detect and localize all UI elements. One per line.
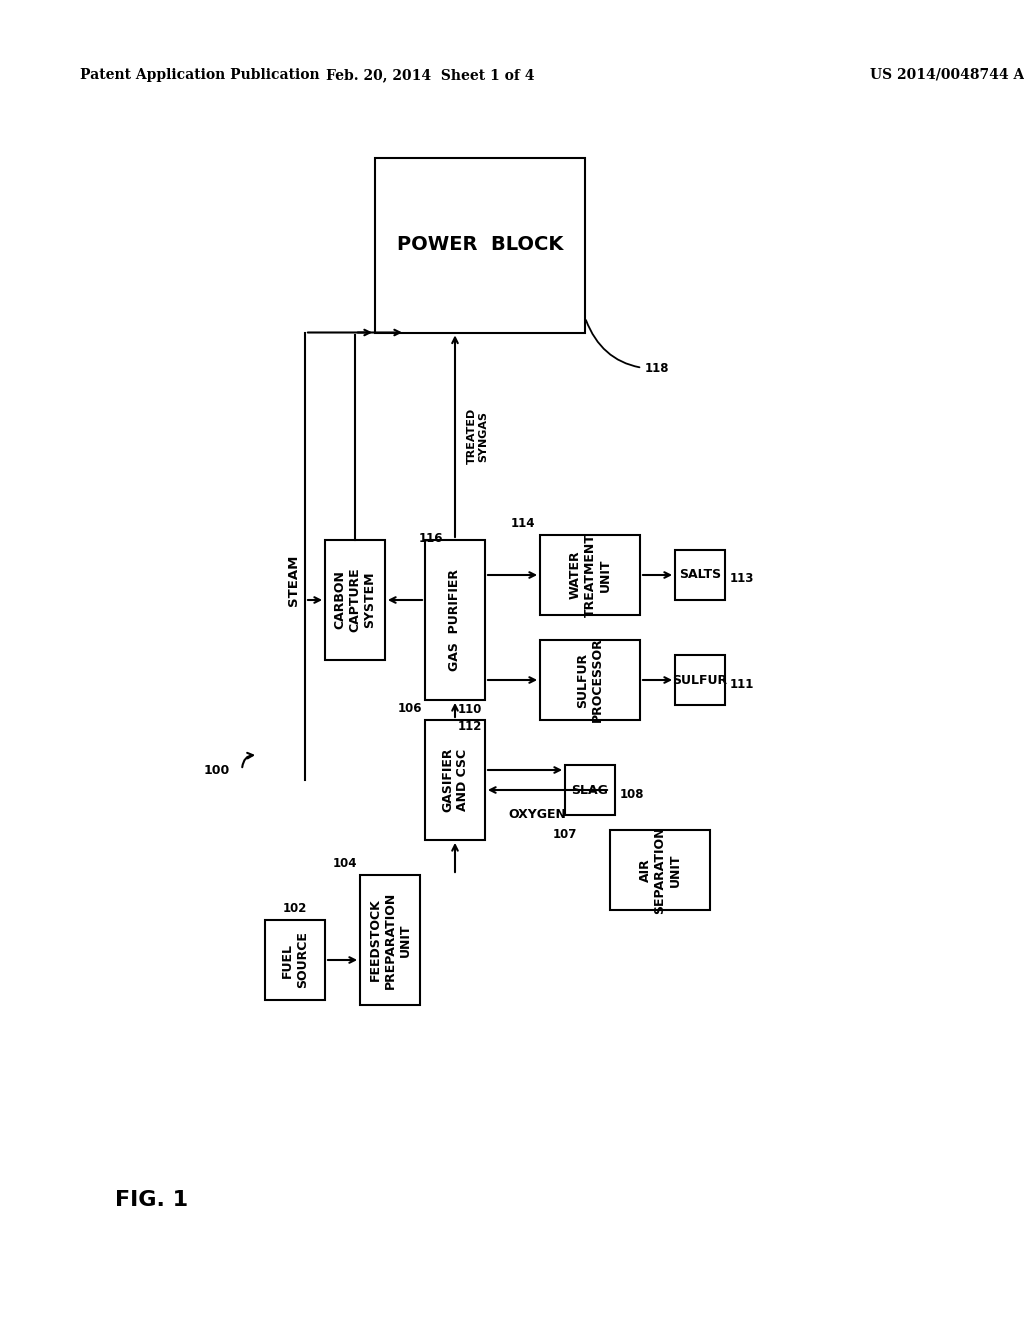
Bar bbox=[265, 920, 325, 1001]
Text: Patent Application Publication: Patent Application Publication bbox=[80, 69, 319, 82]
Text: 110: 110 bbox=[458, 704, 482, 715]
Text: SULFUR
PROCESSOR: SULFUR PROCESSOR bbox=[575, 638, 604, 722]
Bar bbox=[675, 655, 725, 705]
Text: 107: 107 bbox=[553, 828, 577, 841]
Bar bbox=[360, 875, 420, 1005]
Text: 102: 102 bbox=[283, 902, 307, 915]
Bar bbox=[610, 830, 710, 909]
Text: 108: 108 bbox=[620, 788, 644, 800]
Text: 111: 111 bbox=[730, 677, 755, 690]
Text: 114: 114 bbox=[511, 517, 535, 531]
Text: SLAG: SLAG bbox=[571, 784, 608, 796]
Text: SALTS: SALTS bbox=[679, 569, 721, 582]
Text: Feb. 20, 2014  Sheet 1 of 4: Feb. 20, 2014 Sheet 1 of 4 bbox=[326, 69, 535, 82]
Bar bbox=[425, 719, 485, 840]
Bar bbox=[425, 540, 485, 700]
Text: GAS  PURIFIER: GAS PURIFIER bbox=[449, 569, 462, 671]
Text: GASIFIER
AND CSC: GASIFIER AND CSC bbox=[441, 747, 469, 812]
Text: FUEL
SOURCE: FUEL SOURCE bbox=[281, 932, 309, 989]
Bar bbox=[325, 540, 385, 660]
Text: FIG. 1: FIG. 1 bbox=[115, 1191, 188, 1210]
Bar bbox=[675, 550, 725, 601]
Bar bbox=[540, 535, 640, 615]
Text: 112: 112 bbox=[458, 719, 482, 733]
Text: 113: 113 bbox=[730, 573, 755, 586]
Bar bbox=[375, 157, 585, 333]
Text: FEEDSTOCK
PREPARATION
UNIT: FEEDSTOCK PREPARATION UNIT bbox=[369, 891, 412, 989]
Bar bbox=[540, 640, 640, 719]
Text: 106: 106 bbox=[397, 702, 422, 715]
Bar bbox=[565, 766, 615, 814]
Text: WATER
TREATMENT
UNIT: WATER TREATMENT UNIT bbox=[568, 533, 611, 616]
Text: TREATED
SYNGAS: TREATED SYNGAS bbox=[467, 408, 488, 465]
Text: POWER  BLOCK: POWER BLOCK bbox=[397, 235, 563, 255]
Text: 100: 100 bbox=[204, 763, 230, 776]
Text: AIR
SEPARATION
UNIT: AIR SEPARATION UNIT bbox=[639, 826, 682, 913]
Text: SULFUR: SULFUR bbox=[673, 673, 728, 686]
Text: 104: 104 bbox=[333, 857, 357, 870]
Text: 116: 116 bbox=[419, 532, 443, 545]
Text: 118: 118 bbox=[586, 321, 670, 375]
Text: OXYGEN: OXYGEN bbox=[509, 808, 566, 821]
Text: CARBON
CAPTURE
SYSTEM: CARBON CAPTURE SYSTEM bbox=[334, 568, 377, 632]
Text: US 2014/0048744 A1: US 2014/0048744 A1 bbox=[870, 69, 1024, 82]
Text: STEAM: STEAM bbox=[287, 554, 299, 606]
